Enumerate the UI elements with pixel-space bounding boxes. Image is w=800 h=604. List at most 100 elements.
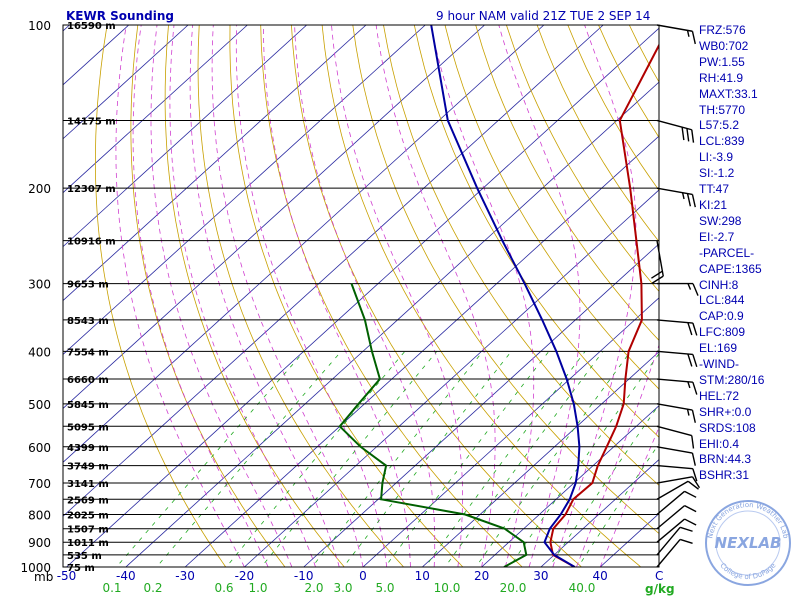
sounding-index: SHR+:0.0 — [699, 405, 799, 421]
wind-barb-flag — [684, 128, 692, 141]
pressure-label: 700 — [28, 477, 51, 491]
wind-barb — [657, 479, 699, 510]
isotherm-line — [0, 25, 10, 567]
wind-barb-staff — [657, 320, 693, 323]
sounding-index: LCL:844 — [699, 293, 799, 309]
wind-barb-staff — [657, 188, 692, 194]
x-axis-unit: C — [655, 569, 663, 583]
wind-barb-flag — [685, 502, 697, 514]
sounding-index: CAP:0.9 — [699, 309, 799, 325]
sounding-index: PW:1.55 — [699, 55, 799, 71]
pressure-label: 300 — [28, 278, 51, 292]
temperature-tick-label: 30 — [533, 569, 548, 583]
mixing-ratio-label: 0.1 — [102, 581, 121, 595]
nexlab-logo: Next Generation Weather Lab College of D… — [706, 501, 790, 585]
wind-barb-staff — [657, 527, 680, 555]
mixing-ratio-label: 10.0 — [434, 581, 461, 595]
wind-barb-flag — [680, 524, 692, 536]
height-label: 1507 m — [67, 525, 109, 536]
wind-barb-flag — [689, 130, 697, 143]
wind-barb-staff — [657, 426, 692, 435]
height-label: 7554 m — [67, 347, 109, 358]
wind-barb-staff — [657, 466, 693, 469]
height-label: 1011 m — [67, 538, 109, 549]
sounding-index: EI:-2.7 — [699, 230, 799, 246]
height-label: 4399 m — [67, 443, 109, 454]
sounding-index: KI:21 — [699, 198, 799, 214]
sounding-index: LI:-3.9 — [699, 150, 799, 166]
height-label: 8543 m — [67, 316, 109, 327]
mixing-ratio-label: 3.0 — [333, 581, 352, 595]
sounding-index: EHI:0.4 — [699, 437, 799, 453]
mixing-ratio-label: 0.6 — [214, 581, 233, 595]
plot-background — [63, 25, 659, 567]
height-label: 14175 m — [67, 116, 116, 127]
mixing-ratio-label: 1.0 — [248, 581, 267, 595]
wind-barb-flag — [685, 488, 697, 500]
sounding-index: SRDS:108 — [699, 421, 799, 437]
wind-barb-staff — [657, 539, 680, 567]
mixing-ratio-label: 20.0 — [500, 581, 527, 595]
pressure-label: 200 — [28, 182, 51, 196]
sounding-index: -WIND- — [699, 357, 799, 373]
svg-text:NEXLAB: NEXLAB — [715, 534, 782, 552]
height-label: 16590 m — [67, 21, 116, 32]
pressure-label: 100 — [28, 19, 51, 33]
wind-barb — [654, 426, 697, 448]
mixing-ratio-label: 40.0 — [569, 581, 596, 595]
wind-barb-flag — [687, 354, 693, 366]
temperature-tick-label: -50 — [57, 569, 77, 583]
wind-barb-flag — [690, 31, 697, 44]
wind-barb-staff — [657, 404, 692, 410]
height-label: 9653 m — [67, 280, 109, 291]
wind-barb — [656, 351, 698, 367]
height-label: 6660 m — [67, 375, 109, 386]
y-axis-unit: mb — [34, 570, 53, 584]
height-label: 5845 m — [67, 400, 109, 411]
mixing-ratio-label: 2.0 — [304, 581, 323, 595]
temperature-tick-label: 10 — [415, 569, 430, 583]
wind-barb-staff — [657, 379, 693, 382]
pressure-label: 400 — [28, 345, 51, 359]
wind-barb — [657, 488, 696, 524]
wind-barb-flag — [692, 382, 698, 394]
sounding-index: RH:41.9 — [699, 71, 799, 87]
wind-barb-flag — [692, 354, 698, 366]
height-label: 3141 m — [67, 479, 109, 490]
sounding-index: BSHR:31 — [699, 468, 799, 484]
pressure-label: 600 — [28, 441, 51, 455]
sounding-index: LCL:839 — [699, 134, 799, 150]
temperature-tick-label: 20 — [474, 569, 489, 583]
wind-barb — [655, 404, 697, 423]
wind-barb-staff — [657, 447, 692, 453]
wind-barb-flag — [690, 453, 697, 466]
pressure-label: 500 — [28, 398, 51, 412]
wind-barb — [657, 516, 696, 552]
height-label: 535 m — [67, 551, 102, 562]
mixing-ratio-label: 0.2 — [143, 581, 162, 595]
temperature-tick-label: 0 — [359, 569, 367, 583]
wind-barb-flag — [680, 536, 692, 548]
sounding-index: L57:5.2 — [699, 118, 799, 134]
wind-barb-flag — [690, 410, 697, 423]
sounding-index: MAXT:33.1 — [699, 87, 799, 103]
sounding-index: CAPE:1365 — [699, 262, 799, 278]
wind-barb — [657, 524, 693, 563]
wind-barb-staff — [657, 25, 692, 31]
sounding-index: BRN:44.3 — [699, 452, 799, 468]
sounding-index: EL:169 — [699, 341, 799, 357]
wind-barb-half — [688, 284, 691, 290]
wind-barb-flag — [679, 127, 687, 140]
wind-barb — [656, 379, 698, 395]
chart-subtitle: 9 hour NAM valid 21Z TUE 2 SEP 14 — [436, 9, 650, 23]
wind-barb-flag — [689, 436, 697, 449]
pressure-label: 900 — [28, 536, 51, 550]
sounding-index: TT:47 — [699, 182, 799, 198]
height-label: 12307 m — [67, 184, 116, 195]
wind-barb-flag — [685, 194, 692, 207]
wind-barb — [654, 120, 697, 142]
